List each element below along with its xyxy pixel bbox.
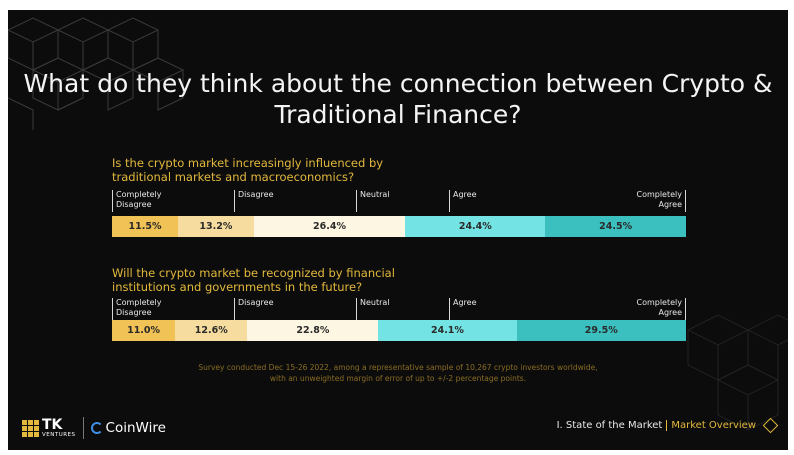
cube-pattern-decoration-bottom (686, 314, 788, 431)
survey-note-line-1: Survey conducted Dec 15-26 2022, among a… (198, 363, 598, 372)
bar-segment-completely-agree: 24.5% (545, 216, 686, 237)
bar-segment-agree: 24.4% (405, 216, 546, 237)
scale-label-completely-disagree: Completely Disagree (112, 298, 176, 320)
cube-pattern-decoration (8, 17, 185, 130)
coinwire-logo: CoinWire (90, 420, 166, 436)
bar-data-label: 24.1% (430, 325, 464, 336)
scale-label-agree: Agree (449, 190, 503, 212)
survey-note-line-2: with an unweighted margin of error of up… (269, 374, 527, 383)
section-divider (666, 420, 668, 431)
scale-label-neutral: Neutral (356, 190, 410, 212)
coinwire-c-icon (90, 422, 103, 434)
bar-segment-completely-agree: 29.5% (516, 320, 686, 341)
scale-label-completely-agree: Completely Agree (622, 190, 686, 212)
tk-logo-text: TK (42, 417, 63, 433)
question-2: Will the crypto market be recognized by … (112, 266, 395, 294)
footer-logos: TK VENTURES CoinWire (22, 416, 166, 440)
scale-label-agree: Agree (449, 298, 503, 320)
section-label: I. State of the Market (556, 420, 663, 431)
bar-segment-completely-disagree: 11.5% (112, 216, 178, 237)
bar-data-label: 24.4% (458, 221, 492, 232)
scale-label-disagree: Disagree (234, 190, 288, 212)
bar-segment-completely-disagree: 11.0% (112, 320, 176, 341)
slide: What do they think about the connection … (8, 10, 788, 450)
scale-1: Completely Disagree Disagree Neutral Agr… (112, 190, 686, 212)
question-1: Is the crypto market increasingly influe… (112, 156, 384, 184)
bar-segment-disagree: 12.6% (175, 320, 248, 341)
bar-data-label: 24.5% (599, 221, 633, 232)
bar-data-label: 29.5% (584, 325, 618, 336)
tk-logo-subtext: VENTURES (42, 432, 76, 438)
scale-label-completely-disagree: Completely Disagree (112, 190, 176, 212)
stacked-bar-1: 11.5% 13.2% 26.4% 24.4% 24.5% (112, 216, 686, 237)
bar-data-label: 13.2% (199, 221, 233, 232)
bar-segment-neutral: 26.4% (253, 216, 406, 237)
bar-data-label: 22.8% (296, 325, 330, 336)
tk-grid-icon (22, 419, 39, 437)
coinwire-logo-text: CoinWire (105, 420, 166, 436)
bar-segment-disagree: 13.2% (178, 216, 254, 237)
logo-divider (82, 417, 84, 439)
stacked-bar-2: 11.0% 12.6% 22.8% 24.1% 29.5% (112, 320, 686, 341)
bar-data-label: 11.5% (128, 221, 162, 232)
bar-data-label: 12.6% (194, 325, 228, 336)
tk-ventures-logo: TK VENTURES (22, 418, 76, 438)
bar-data-label: 11.0% (127, 325, 161, 336)
subsection-label: Market Overview (671, 420, 756, 431)
scale-label-disagree: Disagree (234, 298, 288, 320)
bar-data-label: 26.4% (313, 221, 347, 232)
scale-label-neutral: Neutral (356, 298, 410, 320)
page-title: What do they think about the connection … (23, 69, 773, 129)
bar-segment-agree: 24.1% (378, 320, 517, 341)
scale-label-completely-agree: Completely Agree (622, 298, 686, 320)
footer-section: I. State of the Market Market Overview (556, 417, 779, 434)
scale-2: Completely Disagree Disagree Neutral Agr… (112, 298, 686, 320)
bar-segment-neutral: 22.8% (247, 320, 379, 341)
diamond-icon (762, 417, 779, 434)
